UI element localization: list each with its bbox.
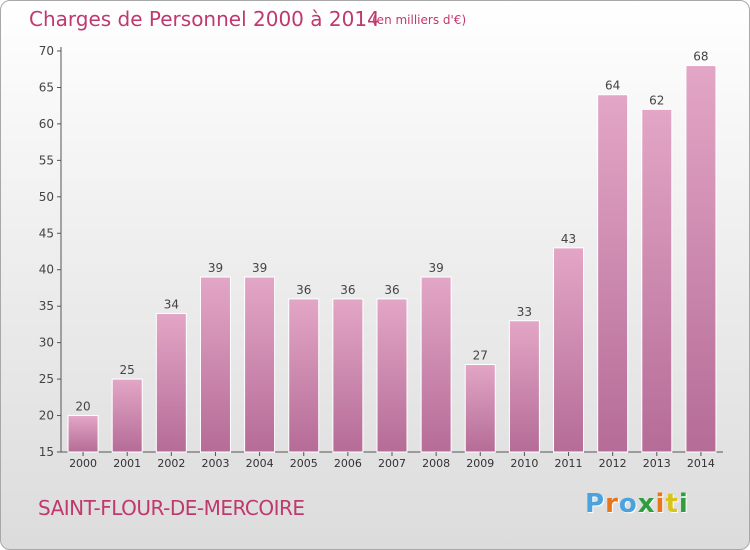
y-tick-label: 35 — [39, 299, 54, 313]
bar — [641, 108, 673, 453]
x-tick-label: 2014 — [687, 457, 715, 470]
x-tick-label: 2002 — [157, 457, 185, 470]
proxiti-logo: Proxiti — [585, 489, 689, 519]
data-label: 27 — [473, 349, 488, 363]
y-tick-label: 60 — [39, 117, 54, 131]
data-label: 33 — [517, 305, 532, 319]
bar — [288, 298, 320, 453]
x-tick-label: 2000 — [69, 457, 97, 470]
logo-letter: x — [637, 489, 656, 519]
bar — [199, 276, 231, 453]
bar — [67, 415, 99, 453]
x-tick-label: 2005 — [290, 457, 318, 470]
bar — [464, 364, 496, 453]
data-label: 62 — [649, 93, 664, 107]
x-tick-label: 2008 — [422, 457, 450, 470]
bar — [244, 276, 276, 453]
data-label: 64 — [605, 79, 620, 93]
logo-letter: P — [585, 489, 606, 519]
data-label: 36 — [384, 283, 399, 297]
data-label: 68 — [693, 50, 708, 64]
bar — [685, 65, 717, 453]
x-tick-label: 2006 — [334, 457, 362, 470]
bar — [376, 298, 408, 453]
data-label: 34 — [164, 297, 179, 311]
x-tick-label: 2003 — [201, 457, 229, 470]
y-tick-label: 50 — [39, 190, 54, 204]
y-tick-label: 45 — [39, 226, 54, 240]
data-label: 36 — [296, 283, 311, 297]
bar — [553, 247, 585, 453]
y-tick-label: 40 — [39, 263, 54, 277]
x-tick-label: 2001 — [113, 457, 141, 470]
logo-letter: t — [665, 489, 679, 519]
logo-letter: i — [655, 489, 666, 519]
data-label: 39 — [252, 261, 267, 275]
data-label: 25 — [120, 363, 135, 377]
y-tick-label: 25 — [39, 372, 54, 386]
x-tick-label: 2011 — [555, 457, 583, 470]
y-tick-label: 65 — [39, 80, 54, 94]
y-tick-label: 30 — [39, 336, 54, 350]
data-label: 39 — [428, 261, 443, 275]
bar — [111, 378, 143, 453]
data-label: 20 — [75, 400, 90, 414]
data-label: 39 — [208, 261, 223, 275]
x-tick-label: 2007 — [378, 457, 406, 470]
chart-title: Charges de Personnel 2000 à 2014 — [29, 7, 380, 31]
chart-subtitle: (en milliers d'€) — [372, 13, 467, 27]
logo-letter: o — [618, 489, 638, 519]
commune-name: SAINT-FLOUR-DE-MERCOIRE — [38, 496, 305, 520]
y-tick-label: 70 — [39, 44, 54, 58]
bar — [508, 320, 540, 453]
data-label: 43 — [561, 232, 576, 246]
y-tick-label: 15 — [39, 445, 54, 459]
bar — [155, 312, 187, 453]
x-tick-label: 2013 — [643, 457, 671, 470]
y-tick-label: 20 — [39, 409, 54, 423]
x-tick-label: 2004 — [246, 457, 274, 470]
logo-letter: r — [605, 489, 619, 519]
bar — [597, 94, 629, 453]
logo-letter: i — [678, 489, 689, 519]
x-tick-label: 2009 — [466, 457, 494, 470]
bar — [332, 298, 364, 453]
bar — [420, 276, 452, 453]
data-label: 36 — [340, 283, 355, 297]
x-tick-label: 2012 — [599, 457, 627, 470]
x-tick-label: 2010 — [510, 457, 538, 470]
y-tick-label: 55 — [39, 153, 54, 167]
